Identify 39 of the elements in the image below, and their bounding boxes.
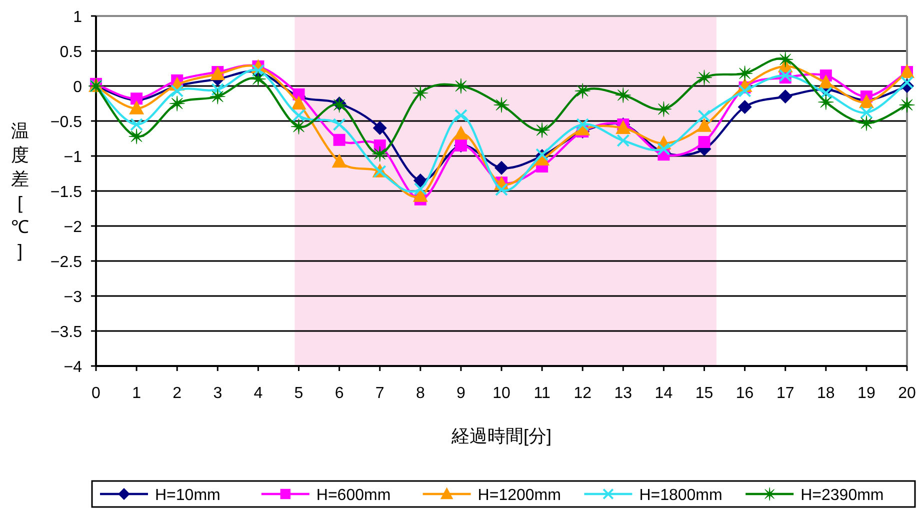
x-tick-label: 20 (898, 385, 916, 402)
legend-label: H=600mm (316, 487, 391, 504)
y-tick-label: −1 (64, 149, 82, 166)
x-tick-label: 12 (574, 385, 592, 402)
y-tick-label: −4 (64, 359, 82, 376)
x-tick-label: 19 (858, 385, 876, 402)
x-tick-label: 2 (172, 385, 182, 402)
x-tick-label: 15 (695, 385, 714, 402)
y-tick-label: −2 (64, 219, 82, 236)
x-tick-label: 18 (817, 385, 835, 402)
legend-label: H=2390mm (800, 487, 884, 504)
y-tick-label: 0 (73, 79, 82, 96)
x-tick-label: 10 (492, 385, 510, 402)
legend-label: H=1800mm (639, 487, 722, 504)
y-tick-label: −1.5 (50, 184, 82, 201)
y-tick-label: −3.5 (50, 324, 82, 341)
y-tick-label: 1 (73, 9, 82, 26)
legend-label: H=10mm (155, 487, 220, 504)
x-tick-label: 4 (254, 385, 263, 402)
x-tick-label: 16 (736, 385, 754, 402)
y-tick-label: 0.5 (60, 44, 82, 61)
x-tick-label: 8 (416, 385, 425, 402)
x-tick-label: 1 (132, 385, 142, 402)
x-tick-label: 17 (776, 385, 794, 402)
x-axis-title: 経過時間[分] (450, 426, 552, 446)
x-tick-label: 14 (654, 385, 673, 402)
y-tick-label: −2.5 (50, 254, 82, 271)
x-tick-label: 7 (375, 385, 384, 402)
x-tick-label: 5 (294, 385, 304, 402)
x-tick-label: 11 (534, 385, 550, 402)
x-tick-label: 0 (92, 385, 101, 402)
legend-label: H=1200mm (478, 487, 561, 504)
y-axis-title: 温度差[℃] (11, 121, 29, 261)
x-tick-label: 9 (456, 385, 466, 402)
y-tick-label: −3 (64, 289, 82, 306)
x-tick-label: 3 (213, 385, 222, 402)
x-tick-label: 6 (334, 385, 344, 402)
x-tick-label: 13 (614, 385, 632, 402)
y-tick-label: −0.5 (50, 114, 82, 131)
